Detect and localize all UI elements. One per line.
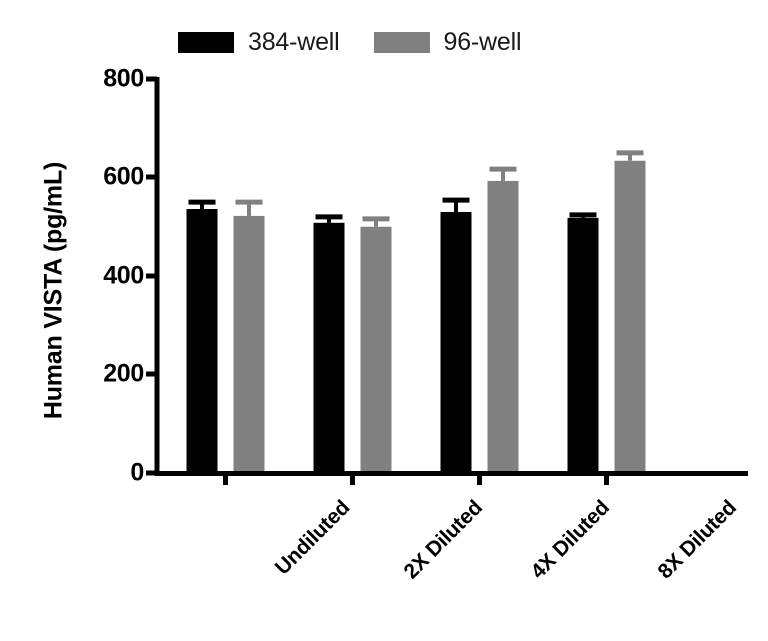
bars-layer (186, 150, 646, 474)
y-tick-label-600: 600 (103, 162, 144, 191)
bar-group-8x-diluted (567, 150, 646, 473)
y-tick-label-400: 400 (103, 261, 144, 290)
bar-96-well-2x-diluted (360, 226, 392, 473)
legend-item-384-well: 384-well (178, 28, 340, 57)
bar-384-well-undiluted (186, 209, 218, 473)
bar-96-well-8x-diluted (614, 160, 646, 473)
bar-group-undiluted (186, 199, 265, 474)
bar-384-well-8x-diluted (567, 217, 599, 473)
bar-96-well-4x-diluted (487, 180, 519, 473)
legend-swatch-96-well (373, 32, 430, 53)
bar-96-well-undiluted (233, 215, 265, 474)
legend-item-96-well: 96-well (373, 28, 522, 57)
legend-label-96-well: 96-well (443, 28, 522, 56)
bar-384-well-4x-diluted (440, 211, 472, 473)
chart-legend: 384-well 96-well (178, 28, 522, 57)
bar-group-2x-diluted (313, 214, 392, 473)
y-tick-label-0: 0 (130, 458, 144, 487)
bar-group-4x-diluted (440, 166, 519, 473)
y-tick-label-200: 200 (103, 359, 144, 388)
axis-layer (146, 76, 748, 485)
y-tick-label-800: 800 (103, 64, 144, 93)
bar-384-well-2x-diluted (313, 222, 345, 473)
legend-label-384-well: 384-well (248, 28, 340, 56)
legend-swatch-384-well (178, 32, 234, 53)
